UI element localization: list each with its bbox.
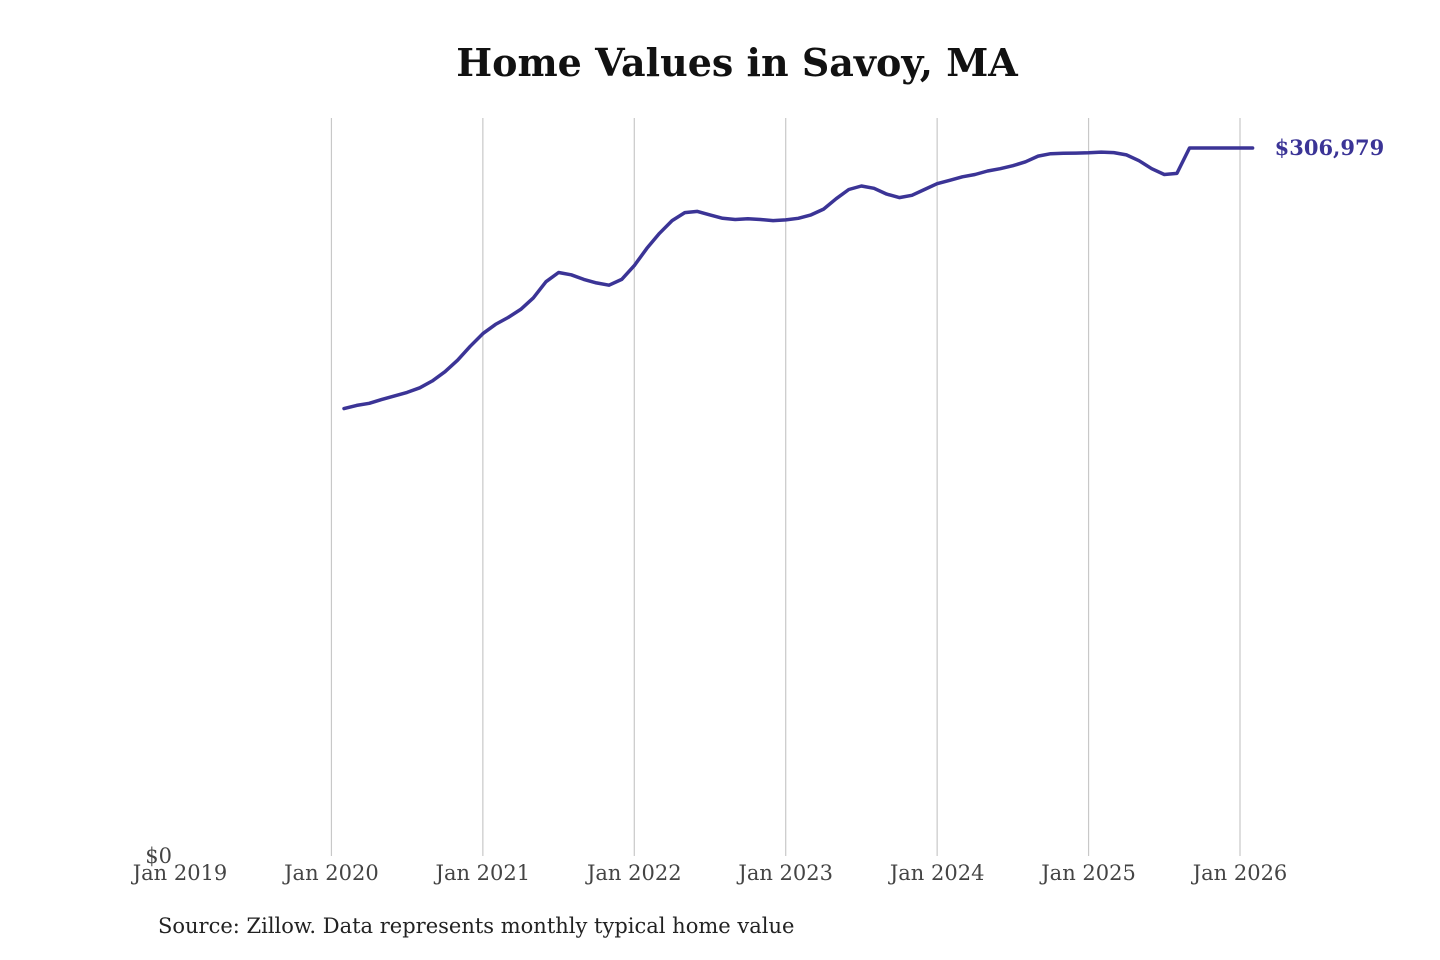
- x-tick-label: Jan 2023: [736, 861, 833, 885]
- x-tick-label: Jan 2022: [585, 861, 682, 885]
- x-tick-label: Jan 2021: [434, 861, 531, 885]
- series-line: [342, 146, 1255, 411]
- end-value-label: $306,979: [1275, 135, 1385, 160]
- x-tick-label: Jan 2019: [131, 861, 228, 885]
- x-tick-label: Jan 2020: [282, 861, 379, 885]
- chart-title: Home Values in Savoy, MA: [456, 40, 1018, 85]
- x-tick-label: Jan 2024: [888, 861, 985, 885]
- y-tick-label: $0: [145, 844, 172, 868]
- x-tick-label: Jan 2025: [1039, 861, 1136, 885]
- grid-lines: [330, 118, 1241, 856]
- series-layer: $306,979: [342, 135, 1385, 411]
- x-tick-label: Jan 2026: [1191, 861, 1288, 885]
- source-note: Source: Zillow. Data represents monthly …: [158, 914, 795, 938]
- axis-tick-labels: Jan 2019 Jan 2020 Jan 2021 Jan 2022 Jan 2023…: [131, 844, 1288, 885]
